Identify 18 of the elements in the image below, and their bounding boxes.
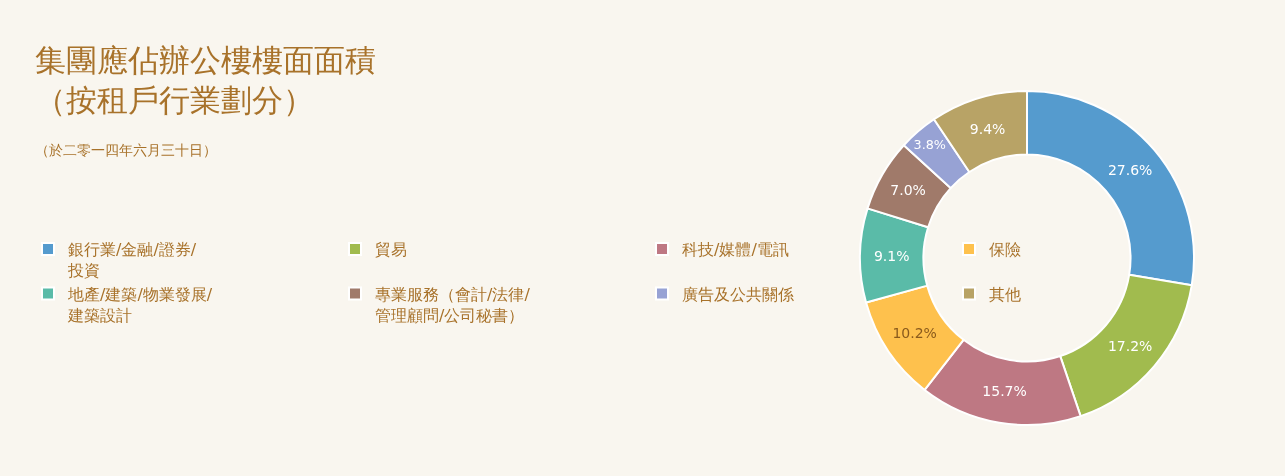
legend-label: 銀行業/金融/證券/投資 [67, 240, 197, 280]
data-label: 17.2% [1107, 337, 1153, 354]
data-label: 9.1% [873, 247, 910, 264]
data-label: 9.4% [969, 120, 1006, 137]
data-label: 10.2% [892, 325, 937, 342]
data-label: 7.0% [890, 181, 926, 198]
data-label: 27.6% [1107, 162, 1153, 179]
legend-label: 地產/建築/物業發展/建築設計 [67, 284, 213, 325]
legend-label: 專業服務（會計/法律/管理顧問/公司秘書） [375, 284, 531, 325]
legend-label: 廣告及公共關係 [682, 284, 794, 304]
legend-label: 保險 [989, 240, 1021, 260]
legend-label: 貿易 [375, 240, 407, 260]
legend-label: 其他 [989, 284, 1021, 304]
data-label: 3.8% [913, 137, 946, 153]
chart-title: 集團應佔辦公樓樓面面積（按租戶行業劃分） [35, 42, 376, 119]
legend-label: 科技/媒體/電訊 [682, 240, 789, 260]
text: （於二零一四年六月三十日） [35, 142, 217, 158]
data-label: 15.7% [982, 383, 1027, 400]
